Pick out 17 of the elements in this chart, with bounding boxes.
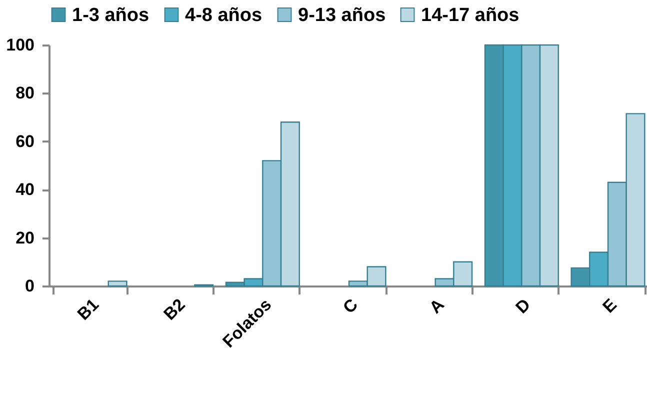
legend-label: 9-13 años — [298, 4, 386, 26]
x-tick-label: B1 — [74, 295, 103, 324]
legend-label: 4-8 años — [185, 4, 262, 26]
legend-label: 14-17 años — [421, 4, 520, 26]
x-tick-label: E — [599, 295, 621, 317]
y-tick-label: 40 — [16, 180, 34, 200]
bar — [108, 280, 128, 287]
legend-label: 1-3 años — [72, 4, 150, 26]
x-tick-label: B2 — [160, 295, 189, 324]
y-tick-label: 0 — [25, 276, 34, 296]
y-tick-label: 60 — [16, 132, 34, 151]
x-tick-label: C — [339, 295, 362, 318]
y-tick-label: 100 — [6, 36, 34, 54]
x-tick-label: D — [512, 295, 534, 318]
y-tick-label: 20 — [16, 228, 34, 248]
x-tick-label: A — [426, 295, 448, 318]
y-tick-label: 80 — [16, 84, 34, 103]
